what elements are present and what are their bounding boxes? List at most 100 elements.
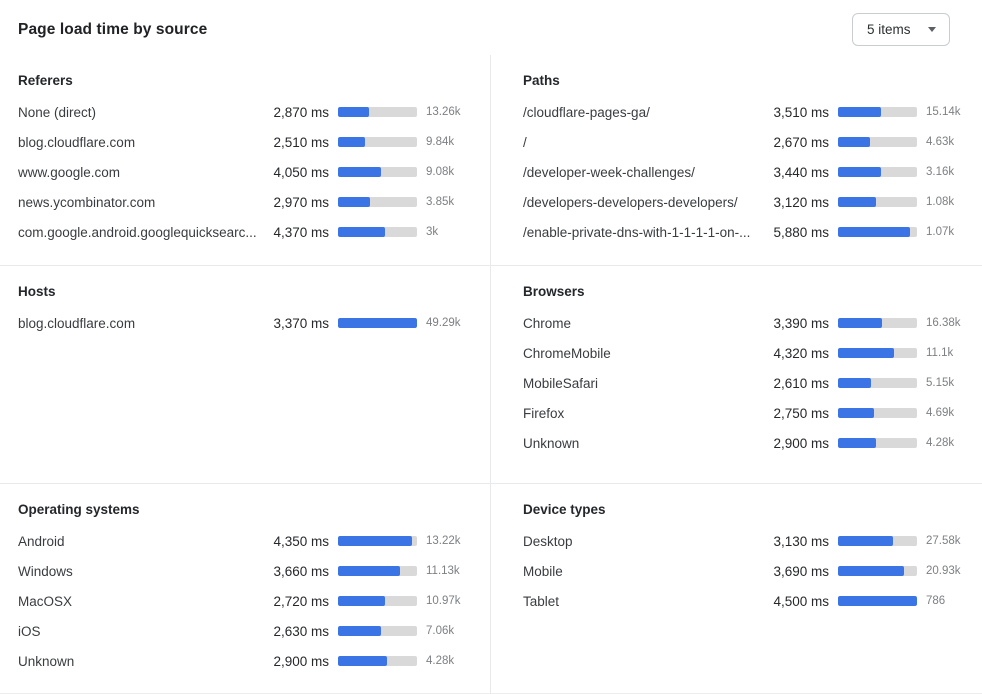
metric-row[interactable]: Unknown 2,900 ms 4.28k [18, 646, 474, 676]
row-bar-fill [338, 107, 369, 117]
metric-row[interactable]: Firefox 2,750 ms 4.69k [523, 398, 974, 428]
row-bar [838, 197, 917, 207]
row-bar-fill [838, 566, 904, 576]
row-bar [338, 318, 417, 328]
panel-cell-hosts: Hosts blog.cloudflare.com 3,370 ms 49.29… [0, 266, 491, 484]
row-label: Chrome [523, 315, 572, 331]
row-load-time: 3,660 ms [273, 563, 329, 579]
row-label: blog.cloudflare.com [18, 134, 136, 150]
row-label: / [523, 134, 527, 150]
row-count: 9.08k [426, 166, 455, 178]
row-label: www.google.com [18, 164, 121, 180]
metric-row[interactable]: blog.cloudflare.com 2,510 ms 9.84k [18, 127, 474, 157]
row-label: None (direct) [18, 104, 97, 120]
row-bar [838, 378, 917, 388]
row-label: Desktop [523, 533, 573, 549]
metric-row[interactable]: Mobile 3,690 ms 20.93k [523, 556, 974, 586]
row-bar-fill [338, 227, 386, 237]
metric-row[interactable]: news.ycombinator.com 2,970 ms 3.85k [18, 187, 474, 217]
row-bar [838, 227, 917, 237]
panel-hosts: Hosts blog.cloudflare.com 3,370 ms 49.29… [18, 266, 474, 338]
row-bar [338, 107, 417, 117]
panel-title: Operating systems [18, 502, 140, 517]
panel-rows: /cloudflare-pages-ga/ 3,510 ms 15.14k / … [523, 97, 974, 247]
row-bar-fill [338, 197, 371, 207]
row-load-time: 2,750 ms [773, 405, 829, 421]
metric-row[interactable]: MacOSX 2,720 ms 10.97k [18, 586, 474, 616]
metric-row[interactable]: Unknown 2,900 ms 4.28k [523, 428, 974, 458]
row-label: Tablet [523, 593, 560, 609]
row-load-time: 4,350 ms [273, 533, 329, 549]
panels-grid: Referers None (direct) 2,870 ms 13.26k b… [0, 55, 982, 694]
row-label: Unknown [18, 653, 75, 669]
row-count: 5.15k [926, 377, 955, 389]
row-bar [338, 536, 417, 546]
row-bar-fill [338, 626, 382, 636]
row-bar-fill [338, 137, 365, 147]
items-count-dropdown[interactable]: 5 items [852, 13, 950, 46]
row-bar [838, 348, 917, 358]
card-header: Page load time by source 5 items [0, 0, 982, 55]
row-label: MobileSafari [523, 375, 599, 391]
metric-row[interactable]: iOS 2,630 ms 7.06k [18, 616, 474, 646]
metric-row[interactable]: Chrome 3,390 ms 16.38k [523, 308, 974, 338]
row-bar-fill [838, 197, 876, 207]
panel-cell-browsers: Browsers Chrome 3,390 ms 16.38k ChromeMo… [491, 266, 982, 484]
row-count: 49.29k [426, 317, 461, 329]
metric-row[interactable]: com.google.android.googlequicksearc... 4… [18, 217, 474, 247]
metric-row[interactable]: Tablet 4,500 ms 786 [523, 586, 974, 616]
row-load-time: 4,320 ms [773, 345, 829, 361]
row-load-time: 3,120 ms [773, 194, 829, 210]
row-count: 3k [426, 226, 439, 238]
row-label: Android [18, 533, 65, 549]
row-label: ChromeMobile [523, 345, 611, 361]
row-bar-fill [838, 348, 895, 358]
row-load-time: 3,510 ms [773, 104, 829, 120]
row-load-time: 3,370 ms [273, 315, 329, 331]
metric-row[interactable]: blog.cloudflare.com 3,370 ms 49.29k [18, 308, 474, 338]
panel-rows: Desktop 3,130 ms 27.58k Mobile 3,690 ms … [523, 526, 974, 616]
row-count: 7.06k [426, 625, 455, 637]
row-bar-fill [838, 227, 910, 237]
panel-rows: blog.cloudflare.com 3,370 ms 49.29k [18, 308, 474, 338]
row-label: Firefox [523, 405, 565, 421]
row-label: /cloudflare-pages-ga/ [523, 104, 650, 120]
row-label: blog.cloudflare.com [18, 315, 136, 331]
panel-rows: None (direct) 2,870 ms 13.26k blog.cloud… [18, 97, 474, 247]
panel-referers: Referers None (direct) 2,870 ms 13.26k b… [18, 55, 474, 247]
row-count: 20.93k [926, 565, 961, 577]
row-load-time: 2,630 ms [273, 623, 329, 639]
items-count-label: 5 items [867, 22, 911, 37]
panel-title: Browsers [523, 284, 585, 299]
chevron-down-icon [928, 27, 936, 32]
row-label: Windows [18, 563, 73, 579]
metric-row[interactable]: /enable-private-dns-with-1-1-1-1-on-... … [523, 217, 974, 247]
row-bar [338, 137, 417, 147]
panel-title: Device types [523, 502, 606, 517]
row-bar [838, 167, 917, 177]
row-label: com.google.android.googlequicksearc... [18, 224, 257, 240]
metric-row[interactable]: Desktop 3,130 ms 27.58k [523, 526, 974, 556]
row-count: 4.28k [926, 437, 955, 449]
row-count: 1.08k [926, 196, 955, 208]
metric-row[interactable]: None (direct) 2,870 ms 13.26k [18, 97, 474, 127]
metric-row[interactable]: /cloudflare-pages-ga/ 3,510 ms 15.14k [523, 97, 974, 127]
metric-row[interactable]: Android 4,350 ms 13.22k [18, 526, 474, 556]
row-count: 15.14k [926, 106, 961, 118]
metric-row[interactable]: MobileSafari 2,610 ms 5.15k [523, 368, 974, 398]
row-bar-fill [838, 167, 881, 177]
row-count: 16.38k [926, 317, 961, 329]
row-count: 10.97k [426, 595, 461, 607]
row-load-time: 4,500 ms [773, 593, 829, 609]
metric-row[interactable]: www.google.com 4,050 ms 9.08k [18, 157, 474, 187]
row-load-time: 3,130 ms [773, 533, 829, 549]
metric-row[interactable]: / 2,670 ms 4.63k [523, 127, 974, 157]
row-bar-fill [838, 378, 872, 388]
row-bar-fill [838, 318, 883, 328]
metric-row[interactable]: /developer-week-challenges/ 3,440 ms 3.1… [523, 157, 974, 187]
metric-row[interactable]: Windows 3,660 ms 11.13k [18, 556, 474, 586]
metric-row[interactable]: /developers-developers-developers/ 3,120… [523, 187, 974, 217]
metric-row[interactable]: ChromeMobile 4,320 ms 11.1k [523, 338, 974, 368]
row-load-time: 2,900 ms [773, 435, 829, 451]
